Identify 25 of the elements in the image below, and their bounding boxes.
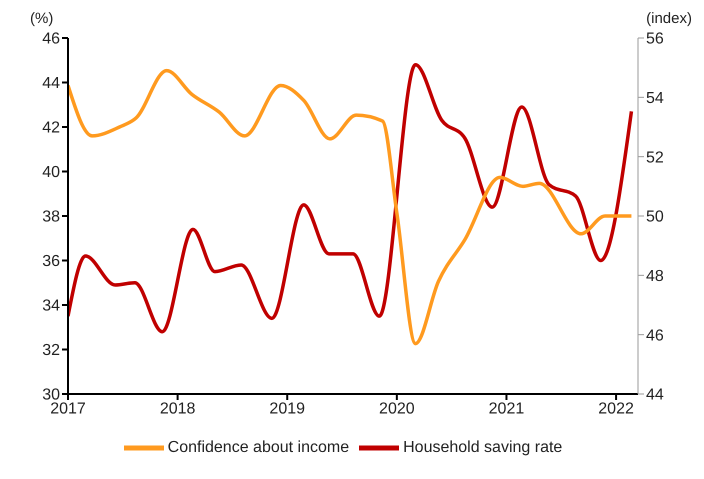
y2-tick-label: 54: [646, 90, 664, 108]
y2-tick-label: 56: [646, 30, 664, 48]
x-tick-label: 2017: [50, 400, 86, 418]
y-tick-label: 40: [42, 164, 60, 182]
y-tick-label: 36: [42, 253, 60, 270]
x-tick-label: 2022: [598, 400, 634, 418]
y-tick-label: 34: [42, 298, 60, 315]
x-tick-label: 2019: [269, 400, 306, 418]
y-axis-title: (%): [30, 10, 54, 27]
y2-axis-title: (index): [646, 10, 692, 27]
y2-tick-label: 48: [646, 268, 664, 286]
y2-tick-label: 46: [646, 327, 664, 344]
y-tick-label: 46: [42, 30, 60, 48]
legend-label: Household saving rate: [403, 439, 562, 456]
y2-tick-label: 50: [646, 208, 664, 226]
x-tick-label: 2018: [160, 400, 196, 418]
legend-label: Confidence about income: [168, 439, 350, 456]
y-tick-label: 44: [42, 75, 60, 92]
x-tick-label: 2020: [379, 400, 415, 418]
y-tick-label: 32: [42, 342, 60, 360]
x-tick-label: 2021: [488, 400, 524, 418]
y-tick-label: 38: [42, 208, 60, 226]
y-tick-label: 42: [42, 120, 60, 137]
y2-tick-label: 44: [646, 386, 664, 404]
y2-tick-label: 52: [646, 149, 664, 166]
